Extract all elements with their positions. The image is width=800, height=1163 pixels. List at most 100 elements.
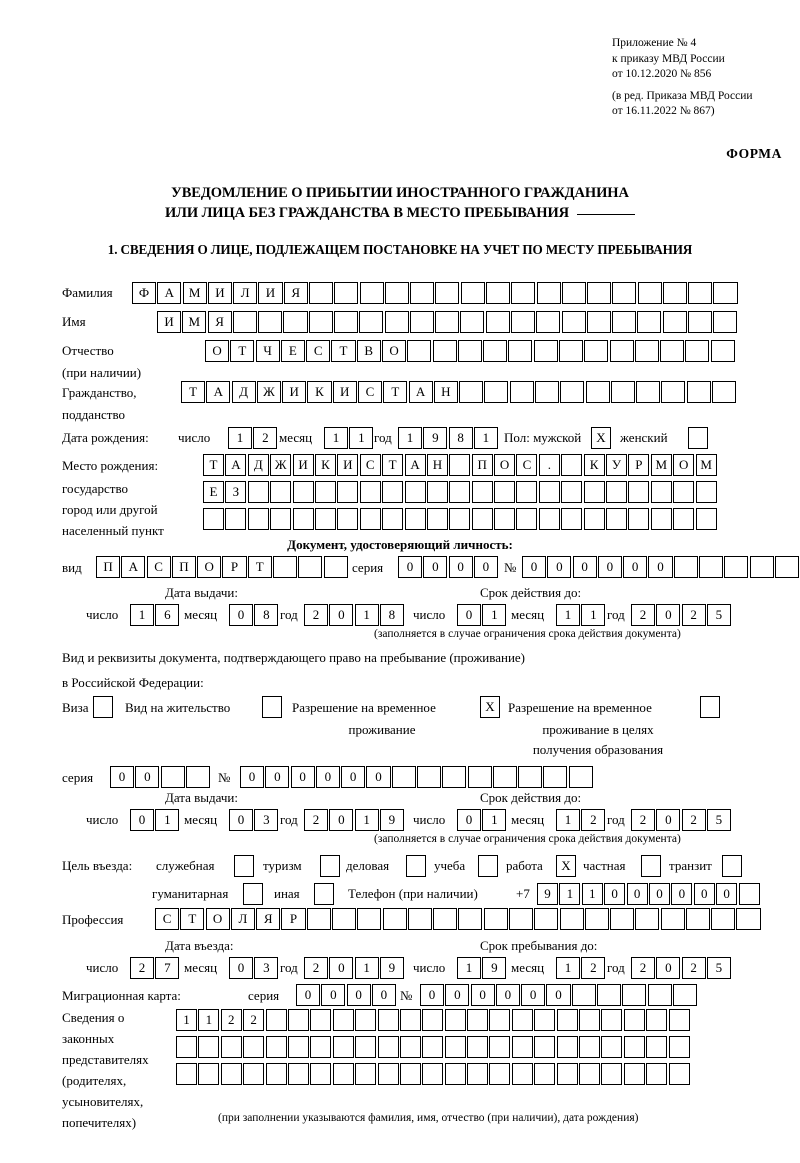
char-cell[interactable]: 1: [354, 957, 379, 979]
char-cell[interactable]: 1: [482, 809, 507, 831]
char-cell[interactable]: [333, 311, 359, 333]
char-cell[interactable]: [713, 311, 738, 333]
char-cell[interactable]: [596, 984, 622, 1006]
purpose-tourism-checkbox[interactable]: [320, 855, 340, 877]
char-cell[interactable]: [308, 311, 333, 333]
char-cell[interactable]: [426, 508, 448, 530]
char-cell[interactable]: [485, 311, 510, 333]
char-cell[interactable]: [359, 508, 381, 530]
char-cell[interactable]: Т: [247, 556, 272, 578]
char-cell[interactable]: [511, 1009, 533, 1031]
char-cell[interactable]: [310, 1063, 332, 1085]
char-cell[interactable]: 2: [243, 1009, 265, 1031]
char-cell[interactable]: О: [205, 340, 230, 362]
char-cell[interactable]: [622, 984, 647, 1006]
char-cell[interactable]: 0: [346, 984, 371, 1006]
char-cell[interactable]: 0: [321, 984, 346, 1006]
char-cell[interactable]: [623, 1009, 645, 1031]
char-cell[interactable]: [612, 282, 637, 304]
char-cell[interactable]: 0: [656, 957, 681, 979]
char-cell[interactable]: [459, 381, 484, 403]
char-cell[interactable]: 0: [656, 809, 681, 831]
char-cell[interactable]: [559, 908, 584, 930]
char-cell[interactable]: 8: [448, 427, 473, 449]
char-cell[interactable]: [471, 481, 493, 503]
char-cell[interactable]: [377, 1009, 399, 1031]
char-cell[interactable]: [538, 481, 560, 503]
char-cell[interactable]: А: [408, 381, 433, 403]
char-cell[interactable]: [628, 508, 650, 530]
char-cell[interactable]: 1: [324, 427, 349, 449]
char-cell[interactable]: 0: [473, 556, 498, 578]
char-cell[interactable]: 1: [482, 604, 507, 626]
char-cell[interactable]: [407, 908, 432, 930]
char-cell[interactable]: О: [205, 908, 230, 930]
char-cell[interactable]: [337, 481, 359, 503]
char-cell[interactable]: [458, 908, 483, 930]
char-cell[interactable]: [698, 556, 724, 578]
char-cell[interactable]: [571, 984, 596, 1006]
char-cell[interactable]: П: [471, 454, 493, 476]
char-cell[interactable]: 0: [329, 604, 354, 626]
char-cell[interactable]: 1: [198, 1009, 220, 1031]
char-cell[interactable]: 0: [448, 556, 473, 578]
char-cell[interactable]: [220, 1036, 242, 1058]
char-cell[interactable]: 0: [604, 883, 626, 905]
char-cell[interactable]: [601, 1063, 623, 1085]
char-cell[interactable]: [695, 508, 717, 530]
char-cell[interactable]: 1: [176, 1009, 197, 1031]
char-cell[interactable]: [404, 508, 426, 530]
char-cell[interactable]: 1: [228, 427, 253, 449]
char-cell[interactable]: [467, 766, 492, 788]
char-cell[interactable]: [198, 1063, 220, 1085]
char-cell[interactable]: 2: [220, 1009, 242, 1031]
char-cell[interactable]: [586, 311, 611, 333]
char-cell[interactable]: [384, 311, 409, 333]
purpose-humanitarian-checkbox[interactable]: [243, 883, 263, 905]
char-cell[interactable]: [384, 282, 409, 304]
char-cell[interactable]: [685, 340, 710, 362]
char-cell[interactable]: [449, 454, 471, 476]
char-cell[interactable]: А: [121, 556, 146, 578]
char-cell[interactable]: [243, 1036, 265, 1058]
char-cell[interactable]: И: [207, 282, 232, 304]
char-cell[interactable]: 2: [304, 604, 329, 626]
char-cell[interactable]: [647, 984, 672, 1006]
char-cell[interactable]: 0: [315, 766, 340, 788]
char-cell[interactable]: О: [673, 454, 695, 476]
char-cell[interactable]: 1: [398, 427, 423, 449]
char-cell[interactable]: 2: [581, 957, 606, 979]
char-cell[interactable]: 1: [581, 604, 606, 626]
char-cell[interactable]: [160, 766, 185, 788]
char-cell[interactable]: [516, 508, 538, 530]
char-cell[interactable]: Т: [230, 340, 255, 362]
char-cell[interactable]: [556, 1063, 578, 1085]
char-cell[interactable]: [650, 481, 672, 503]
char-cell[interactable]: [623, 1036, 645, 1058]
char-cell[interactable]: [287, 1009, 309, 1031]
char-cell[interactable]: [579, 1063, 601, 1085]
char-cell[interactable]: [232, 311, 257, 333]
purpose-business-checkbox[interactable]: [406, 855, 426, 877]
char-cell[interactable]: [601, 1009, 623, 1031]
char-cell[interactable]: 0: [445, 984, 470, 1006]
legal-rep-row-2-boxes[interactable]: [176, 1036, 691, 1058]
char-cell[interactable]: [399, 1009, 421, 1031]
char-cell[interactable]: Л: [233, 282, 258, 304]
char-cell[interactable]: Н: [433, 381, 458, 403]
char-cell[interactable]: И: [337, 454, 359, 476]
